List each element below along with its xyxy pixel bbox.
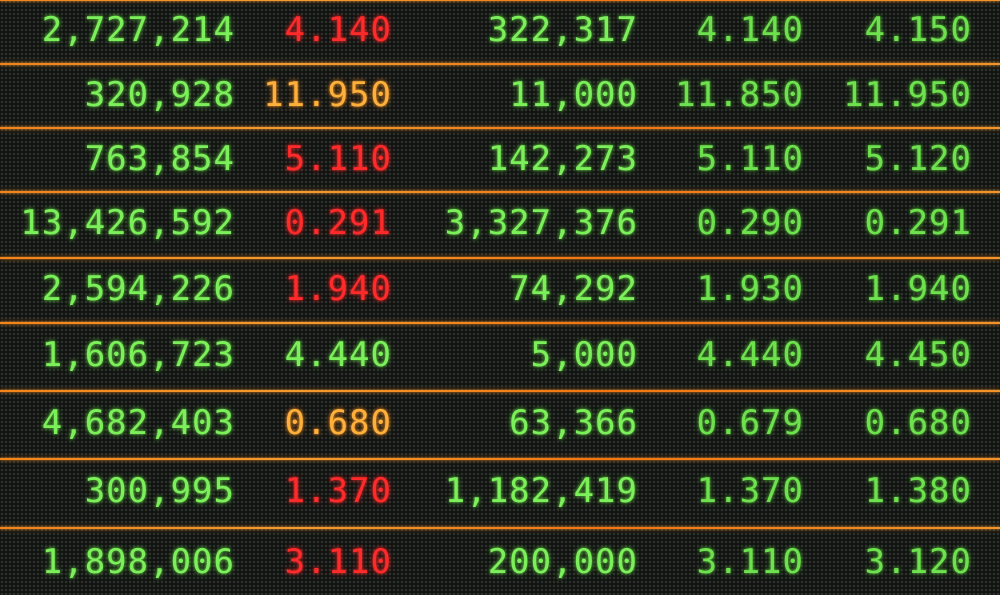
bid-price-value: 0.679: [696, 403, 804, 443]
last-price-value: 11.950: [263, 75, 392, 115]
last-price-value: 3.110: [284, 542, 392, 582]
volume-value: 320,928: [84, 75, 235, 115]
row-separator: [0, 458, 1000, 460]
ask-price-value: 4.150: [864, 10, 972, 50]
volume-value: 763,854: [84, 139, 235, 179]
volume-value: 1,898,006: [41, 542, 235, 582]
bid-price-value: 1.370: [696, 471, 804, 511]
bid-price-value: 3.110: [696, 542, 804, 582]
row-separator: [0, 0, 1000, 1]
bid-size-value: 11,000: [509, 75, 638, 115]
last-price-value: 4.440: [284, 335, 392, 375]
row-separator: [0, 527, 1000, 529]
ticker-row: 1,606,723 4.440 5,000 4.440 4.450: [0, 325, 1000, 385]
bid-size-value: 63,366: [509, 403, 638, 443]
bid-size-value: 5,000: [530, 335, 638, 375]
row-separator: [0, 191, 1000, 193]
ask-price-value: 1.940: [864, 269, 972, 309]
bid-size-value: 3,327,376: [444, 203, 638, 243]
volume-value: 1,606,723: [41, 335, 235, 375]
bid-size-value: 1,182,419: [444, 471, 638, 511]
ask-price-value: 4.450: [864, 335, 972, 375]
last-price-value: 0.291: [284, 203, 392, 243]
last-price-value: 1.370: [284, 471, 392, 511]
ticker-row: 13,426,592 0.291 3,327,376 0.290 0.291: [0, 193, 1000, 253]
row-separator: [0, 390, 1000, 392]
row-separator: [0, 63, 1000, 65]
last-price-value: 4.140: [284, 10, 392, 50]
bid-size-value: 200,000: [487, 542, 638, 582]
ticker-row: 763,854 5.110 142,273 5.110 5.120: [0, 129, 1000, 189]
ask-price-value: 5.120: [864, 139, 972, 179]
ticker-row: 1,898,006 3.110 200,000 3.110 3.120: [0, 532, 1000, 592]
bid-size-value: 74,292: [509, 269, 638, 309]
ticker-row: 2,594,226 1.940 74,292 1.930 1.940: [0, 259, 1000, 319]
volume-value: 4,682,403: [41, 403, 235, 443]
volume-value: 13,426,592: [20, 203, 235, 243]
bid-size-value: 322,317: [487, 10, 638, 50]
last-price-value: 5.110: [284, 139, 392, 179]
ask-price-value: 11.950: [843, 75, 972, 115]
ticker-row: 4,682,403 0.680 63,366 0.679 0.680: [0, 393, 1000, 453]
last-price-value: 0.680: [284, 403, 392, 443]
volume-value: 2,594,226: [41, 269, 235, 309]
volume-value: 2,727,214: [41, 10, 235, 50]
ask-price-value: 0.680: [864, 403, 972, 443]
bid-price-value: 4.140: [696, 10, 804, 50]
bid-price-value: 1.930: [696, 269, 804, 309]
volume-value: 300,995: [84, 471, 235, 511]
bid-price-value: 4.440: [696, 335, 804, 375]
row-separator: [0, 127, 1000, 129]
last-price-value: 1.940: [284, 269, 392, 309]
ticker-row: 300,995 1.370 1,182,419 1.370 1.380: [0, 461, 1000, 521]
ask-price-value: 3.120: [864, 542, 972, 582]
row-separator: [0, 322, 1000, 324]
ask-price-value: 1.380: [864, 471, 972, 511]
bid-price-value: 0.290: [696, 203, 804, 243]
bid-price-value: 11.850: [675, 75, 804, 115]
row-separator: [0, 257, 1000, 259]
bid-price-value: 5.110: [696, 139, 804, 179]
ticker-row: 320,928 11.950 11,000 11.850 11.950: [0, 65, 1000, 125]
ticker-row: 2,727,214 4.140 322,317 4.140 4.150: [0, 0, 1000, 60]
ask-price-value: 0.291: [864, 203, 972, 243]
bid-size-value: 142,273: [487, 139, 638, 179]
